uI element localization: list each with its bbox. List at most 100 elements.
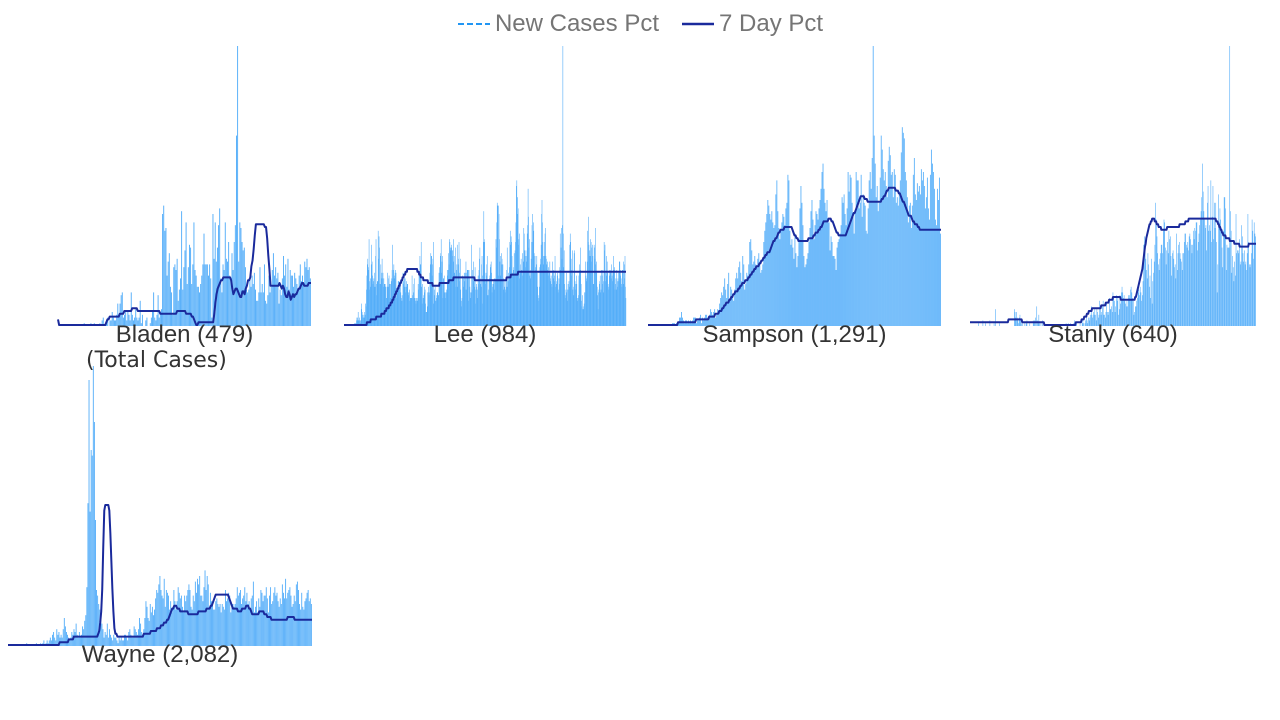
bar-new-cases[interactable] (560, 247, 562, 326)
bar-new-cases[interactable] (1153, 261, 1155, 326)
bar-new-cases[interactable] (125, 634, 126, 646)
bar-new-cases[interactable] (1190, 239, 1191, 326)
bar-new-cases[interactable] (509, 267, 510, 326)
bar-new-cases[interactable] (420, 264, 422, 326)
bar-new-cases[interactable] (199, 292, 200, 326)
bar-new-cases[interactable] (466, 270, 468, 326)
bar-new-cases[interactable] (610, 272, 611, 326)
bar-new-cases[interactable] (813, 239, 815, 326)
bar-new-cases[interactable] (1164, 222, 1165, 326)
bar-new-cases[interactable] (369, 281, 371, 326)
bar-new-cases[interactable] (937, 200, 939, 326)
bar-new-cases[interactable] (525, 267, 526, 326)
bar-new-cases[interactable] (731, 289, 733, 326)
bar-new-cases[interactable] (1155, 202, 1156, 326)
bar-new-cases[interactable] (579, 264, 580, 326)
bar-new-cases[interactable] (357, 320, 358, 326)
bar-new-cases[interactable] (230, 281, 232, 326)
bar-new-cases[interactable] (505, 278, 507, 326)
bar-new-cases[interactable] (416, 300, 418, 326)
bar-new-cases[interactable] (1128, 298, 1130, 326)
bar-new-cases[interactable] (590, 239, 591, 326)
bar-new-cases[interactable] (120, 637, 122, 646)
bar-new-cases[interactable] (582, 295, 583, 326)
bar-new-cases[interactable] (513, 267, 515, 326)
bar-new-cases[interactable] (1185, 233, 1186, 326)
bar-new-cases[interactable] (543, 264, 545, 326)
bar-new-cases[interactable] (590, 242, 592, 326)
bar-new-cases[interactable] (539, 286, 540, 326)
bar-new-cases[interactable] (549, 272, 550, 326)
bar-new-cases[interactable] (1118, 309, 1120, 326)
bar-new-cases[interactable] (388, 275, 390, 326)
bar-new-cases[interactable] (534, 272, 535, 326)
bar-new-cases[interactable] (364, 314, 366, 326)
bar-new-cases[interactable] (167, 261, 169, 326)
bar-new-cases[interactable] (145, 320, 147, 326)
bar-new-cases[interactable] (601, 270, 602, 326)
bar-new-cases[interactable] (1087, 323, 1089, 326)
bar-new-cases[interactable] (1123, 298, 1124, 326)
bar-new-cases[interactable] (777, 211, 779, 326)
bar-new-cases[interactable] (484, 281, 486, 326)
bar-new-cases[interactable] (1151, 258, 1152, 326)
bar-new-cases[interactable] (446, 289, 447, 326)
bar-new-cases[interactable] (304, 601, 306, 646)
bar-new-cases[interactable] (516, 186, 517, 326)
bar-new-cases[interactable] (758, 253, 760, 326)
bar-new-cases[interactable] (1025, 323, 1027, 326)
bar-new-cases[interactable] (1218, 194, 1219, 326)
bar-new-cases[interactable] (934, 219, 936, 326)
bar-new-cases[interactable] (379, 247, 380, 326)
bar-new-cases[interactable] (737, 278, 739, 326)
bar-new-cases[interactable] (523, 261, 524, 326)
bar-new-cases[interactable] (751, 250, 753, 326)
bar-new-cases[interactable] (578, 275, 580, 326)
bar-new-cases[interactable] (471, 289, 473, 326)
bar-new-cases[interactable] (535, 267, 537, 326)
bar-new-cases[interactable] (1207, 202, 1208, 326)
bar-new-cases[interactable] (1137, 292, 1139, 326)
bar-new-cases[interactable] (136, 317, 138, 326)
bar-new-cases[interactable] (280, 295, 282, 326)
bar-new-cases[interactable] (1129, 295, 1131, 326)
bar-new-cases[interactable] (1210, 180, 1212, 326)
bar-new-cases[interactable] (127, 312, 129, 326)
bar-new-cases[interactable] (404, 286, 405, 326)
bar-new-cases[interactable] (1033, 323, 1035, 326)
bar-new-cases[interactable] (913, 158, 915, 326)
bar-new-cases[interactable] (477, 289, 478, 326)
bar-new-cases[interactable] (271, 270, 273, 326)
bar-new-cases[interactable] (1238, 253, 1240, 326)
bar-new-cases[interactable] (575, 289, 577, 326)
bar-new-cases[interactable] (1015, 317, 1017, 326)
bar-new-cases[interactable] (250, 286, 252, 326)
bar-new-cases[interactable] (366, 289, 367, 326)
bar-new-cases[interactable] (249, 609, 251, 646)
bar-new-cases[interactable] (413, 278, 415, 326)
bar-new-cases[interactable] (1189, 233, 1191, 326)
bar-new-cases[interactable] (848, 191, 850, 326)
bar-new-cases[interactable] (510, 236, 512, 326)
bar-new-cases[interactable] (150, 612, 152, 646)
bar-new-cases[interactable] (402, 272, 404, 326)
bar-new-cases[interactable] (591, 247, 593, 326)
bar-new-cases[interactable] (173, 267, 175, 326)
bar-new-cases[interactable] (774, 225, 776, 326)
bar-new-cases[interactable] (1146, 278, 1148, 326)
bar-new-cases[interactable] (1153, 272, 1154, 326)
bar-new-cases[interactable] (1198, 233, 1200, 326)
bar-new-cases[interactable] (431, 256, 432, 326)
bar-new-cases[interactable] (493, 284, 495, 326)
bar-new-cases[interactable] (1160, 244, 1162, 326)
bar-new-cases[interactable] (77, 637, 79, 646)
bar-new-cases[interactable] (527, 225, 528, 326)
bar-new-cases[interactable] (1214, 202, 1215, 326)
bar-new-cases[interactable] (380, 264, 382, 326)
bar-new-cases[interactable] (229, 275, 231, 326)
bar-new-cases[interactable] (115, 637, 117, 646)
bar-new-cases[interactable] (405, 292, 406, 326)
bar-new-cases[interactable] (1144, 236, 1145, 326)
bar-new-cases[interactable] (298, 590, 299, 646)
bar-new-cases[interactable] (464, 281, 465, 326)
